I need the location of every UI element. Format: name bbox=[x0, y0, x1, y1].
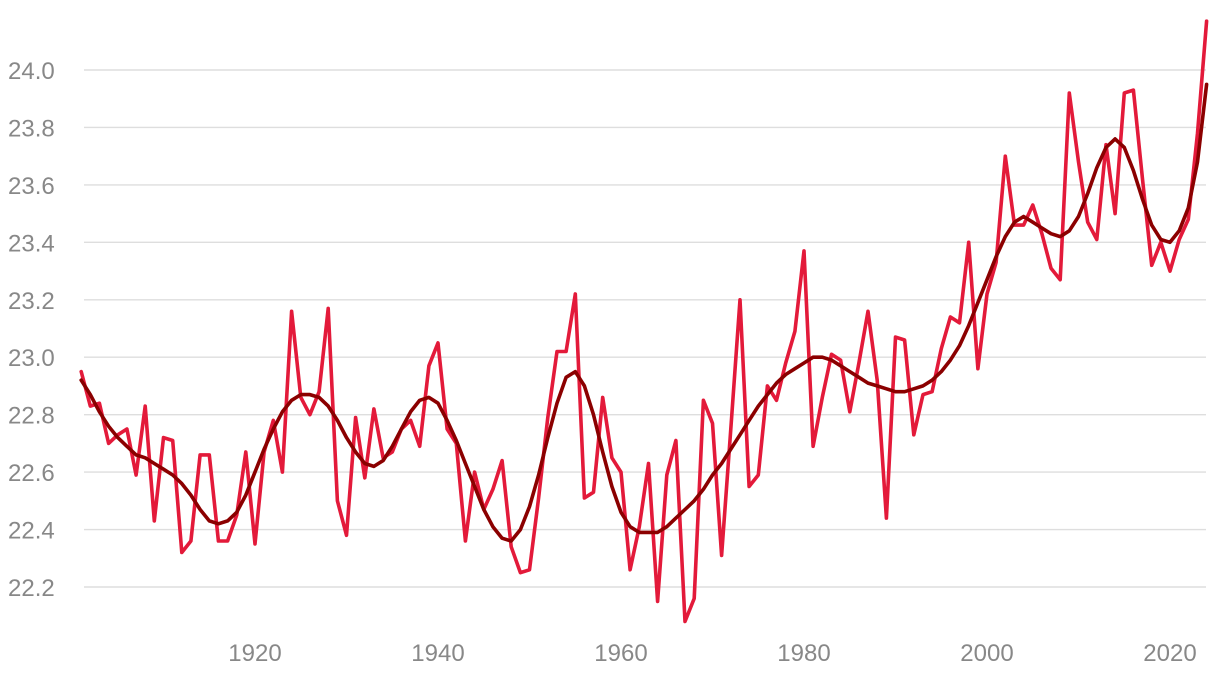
y-tick-label: 23.8 bbox=[8, 115, 55, 142]
grid-lines bbox=[84, 69, 1206, 588]
y-tick-label: 22.4 bbox=[8, 518, 55, 545]
smoothed-series-line bbox=[79, 82, 1209, 543]
x-tick-label: 2020 bbox=[1143, 640, 1196, 667]
y-tick-label: 24.0 bbox=[8, 58, 55, 85]
y-tick-label: 22.8 bbox=[8, 403, 55, 430]
y-tick-label: 22.6 bbox=[8, 460, 55, 487]
y-tick-label: 23.0 bbox=[8, 345, 55, 372]
x-tick-label: 1980 bbox=[777, 640, 830, 667]
y-tick-label: 23.2 bbox=[8, 288, 55, 315]
y-axis-tick-labels: 22.2 22.4 22.6 22.8 23.0 23.2 23.4 23.6 23.8 24.0 bbox=[8, 58, 55, 602]
x-tick-label: 1940 bbox=[411, 640, 464, 667]
x-tick-label: 1960 bbox=[594, 640, 647, 667]
y-tick-label: 23.6 bbox=[8, 173, 55, 200]
y-tick-label: 23.4 bbox=[8, 230, 55, 257]
x-tick-label: 1920 bbox=[228, 640, 281, 667]
x-axis-tick-labels: 1920 1940 1960 1980 2000 2020 bbox=[228, 640, 1196, 667]
y-tick-label: 22.2 bbox=[8, 575, 55, 602]
series-lines bbox=[79, 19, 1209, 624]
x-tick-label: 2000 bbox=[960, 640, 1013, 667]
